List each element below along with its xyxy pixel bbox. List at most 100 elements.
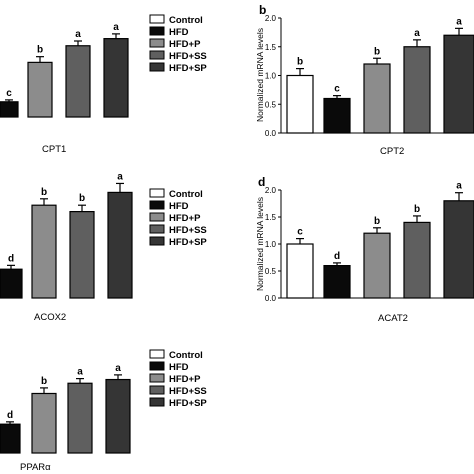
legend-swatch [149,349,165,359]
bar-control [286,74,314,134]
legend-swatch [149,50,165,60]
significance-letter: b [41,376,47,387]
significance-letter: b [374,216,380,227]
y-tick-label: 2.0 [265,14,277,23]
significance-letter: c [6,88,12,99]
x-axis-label: CPT1 [42,144,66,155]
legend-swatch [149,361,165,371]
x-axis-label: ACOX2 [34,312,66,323]
y-tick-label: 1.0 [265,72,277,81]
y-axis-label: Normalized mRNA levels [255,28,265,122]
significance-letter: a [75,29,81,40]
bar-hfd-p [363,63,391,134]
significance-letter: a [77,367,83,378]
bar-hfd-sp [103,38,129,118]
significance-letter: c [334,84,340,95]
significance-letter: a [115,363,121,374]
legend-swatch [149,397,165,407]
legend-swatch [149,236,165,246]
legend-entry: HFD [169,27,189,38]
legend-entry: HFD+SP [169,398,207,409]
x-axis-label: PPARα [20,462,51,473]
bar-hfd [0,423,21,454]
y-tick-label: 1.0 [265,240,277,249]
bar-hfd-ss [403,46,431,134]
bar-hfd [323,265,351,299]
legend-entry: HFD+SS [169,51,207,62]
legend-swatch [149,373,165,383]
bar-hfd-p [363,232,391,299]
y-axis-label: Normalized mRNA levels [255,197,265,291]
bar-hfd-sp [443,34,474,134]
bar-hfd-ss [65,45,91,118]
legend-swatch [149,188,165,198]
panel-label: d [258,175,265,189]
significance-letter: b [79,193,85,204]
bar-hfd [323,97,351,134]
legend-entry: HFD [169,201,189,212]
legend-swatch [149,385,165,395]
bar-hfd-ss [69,211,95,299]
y-tick-label: 0.5 [265,100,277,109]
legend-entry: HFD [169,362,189,373]
bar-hfd-sp [443,200,474,299]
legend-entry: Control [169,189,203,200]
chart-4: 0.0 0.5 1.0 1.5 2.0 c d b b a ACAT2 Normalized mRNA… [255,175,474,324]
legend-entry: Control [169,350,203,361]
bar-hfd-ss [403,221,431,299]
bar-hfd [0,268,23,299]
significance-letter: a [414,28,420,39]
legend-swatch [149,212,165,222]
legend-entry: HFD+SP [169,63,207,74]
bar-hfd-p [31,204,57,299]
legend-entry: HFD+SP [169,237,207,248]
bar-hfd-p [27,61,53,118]
x-axis-label: CPT2 [380,146,404,157]
legend-swatch [149,62,165,72]
y-tick-label: 0.5 [265,267,277,276]
y-tick-label: 1.5 [265,213,277,222]
bar-hfd-p [31,392,57,454]
x-axis-label: ACAT2 [378,313,408,324]
y-tick-label: 0.0 [265,294,277,303]
bar-hfd-sp [107,191,133,299]
bar-control [286,243,314,299]
significance-letter: a [113,22,119,33]
bar-hfd-ss [67,382,93,454]
significance-letter: d [7,410,13,421]
significance-letter: b [37,45,43,56]
significance-letter: d [8,253,14,264]
significance-letter: c [297,227,303,238]
y-tick-label: 0.0 [265,129,277,138]
legend-entry: HFD+P [169,213,201,224]
significance-letter: d [334,251,340,262]
legend-swatch [149,38,165,48]
significance-letter: b [297,57,303,68]
legend-entry: HFD+P [169,374,201,385]
legend-swatch [149,224,165,234]
y-tick-label: 2.0 [265,186,277,195]
significance-letter: b [374,46,380,57]
bar-hfd [0,101,19,118]
significance-letter: a [456,181,462,192]
legend-swatch [149,26,165,36]
legend-swatch [149,200,165,210]
y-tick-label: 1.5 [265,43,277,52]
significance-letter: b [41,187,47,198]
significance-letter: b [414,204,420,215]
panel-label: b [259,3,266,17]
legend-entry: Control [169,15,203,26]
significance-letter: a [117,171,123,182]
bar-hfd-sp [105,378,131,454]
legend-entry: HFD+SS [169,225,207,236]
legend-entry: HFD+SS [169,386,207,397]
legend-entry: HFD+P [169,39,201,50]
